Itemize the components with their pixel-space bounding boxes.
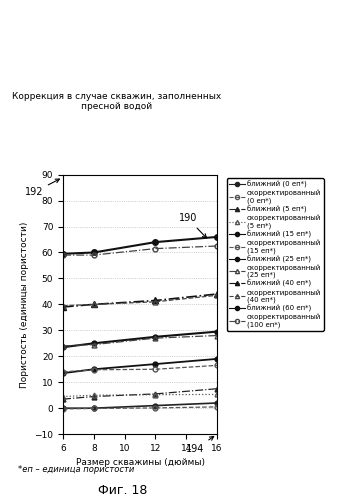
скорректированный
(15 еп*): [215, 362, 219, 368]
X-axis label: Размер скважины (дюймы): Размер скважины (дюймы): [76, 459, 204, 468]
скорректированный
(5 еп*): [92, 392, 96, 398]
ближний (15 еп*): [215, 356, 219, 362]
ближний (40 еп*): [92, 301, 96, 307]
Text: 194: 194: [186, 437, 214, 454]
скорректированный
(40 еп*): [153, 299, 158, 305]
Line: скорректированный
(100 еп*): скорректированный (100 еп*): [61, 244, 219, 257]
Line: скорректированный
(40 еп*): скорректированный (40 еп*): [61, 293, 219, 308]
ближний (25 еп*): [153, 334, 158, 340]
Y-axis label: Пористость (единицы пористости): Пористость (единицы пористости): [20, 221, 29, 388]
скорректированный
(0 еп*): [61, 406, 65, 412]
ближний (5 еп*): [92, 394, 96, 400]
скорректированный
(5 еп*): [61, 394, 65, 400]
скорректированный
(5 еп*): [215, 391, 219, 397]
скорректированный
(15 еп*): [92, 367, 96, 373]
ближний (0 еп*): [215, 400, 219, 406]
Legend: ближний (0 еп*), скорректированный
(0 еп*), ближний (5 еп*), скорректированный
(: ближний (0 еп*), скорректированный (0 еп…: [227, 178, 324, 331]
скорректированный
(25 еп*): [92, 342, 96, 348]
ближний (0 еп*): [153, 403, 158, 409]
ближний (0 еп*): [61, 405, 65, 411]
скорректированный
(100 еп*): [153, 246, 158, 251]
ближний (5 еп*): [61, 396, 65, 402]
Text: Коррекция в случае скважин, заполненных
пресной водой: Коррекция в случае скважин, заполненных …: [12, 92, 222, 111]
ближний (40 еп*): [215, 291, 219, 297]
ближний (25 еп*): [92, 340, 96, 346]
ближний (60 еп*): [92, 250, 96, 255]
скорректированный
(0 еп*): [92, 406, 96, 412]
скорректированный
(0 еп*): [215, 404, 219, 410]
Line: ближний (60 еп*): ближний (60 еп*): [60, 234, 220, 256]
скорректированный
(5 еп*): [153, 392, 158, 398]
скорректированный
(25 еп*): [153, 335, 158, 341]
скорректированный
(40 еп*): [61, 303, 65, 309]
Line: скорректированный
(25 еп*): скорректированный (25 еп*): [61, 333, 219, 348]
ближний (25 еп*): [215, 329, 219, 335]
Line: ближний (40 еп*): ближний (40 еп*): [60, 291, 220, 310]
Line: ближний (0 еп*): ближний (0 еп*): [61, 401, 219, 411]
скорректированный
(40 еп*): [215, 292, 219, 298]
ближний (15 еп*): [153, 361, 158, 367]
скорректированный
(40 еп*): [92, 301, 96, 307]
Text: 190: 190: [178, 214, 206, 238]
Line: ближний (15 еп*): ближний (15 еп*): [61, 356, 219, 376]
ближний (15 еп*): [61, 370, 65, 376]
скорректированный
(25 еп*): [215, 332, 219, 338]
ближний (40 еп*): [153, 297, 158, 303]
Text: *еп – единица пористости: *еп – единица пористости: [18, 465, 134, 474]
скорректированный
(100 еп*): [215, 243, 219, 249]
скорректированный
(0 еп*): [153, 405, 158, 411]
скорректированный
(15 еп*): [153, 366, 158, 372]
Text: 192: 192: [25, 179, 60, 198]
ближний (0 еп*): [92, 405, 96, 411]
ближний (5 еп*): [215, 386, 219, 392]
ближний (60 еп*): [61, 251, 65, 257]
ближний (25 еп*): [61, 344, 65, 350]
скорректированный
(100 еп*): [61, 252, 65, 258]
Line: ближний (5 еп*): ближний (5 еп*): [61, 386, 219, 402]
Line: скорректированный
(15 еп*): скорректированный (15 еп*): [61, 363, 219, 374]
Line: ближний (25 еп*): ближний (25 еп*): [61, 329, 219, 350]
ближний (60 еп*): [215, 234, 219, 240]
ближний (5 еп*): [153, 391, 158, 397]
Line: скорректированный
(0 еп*): скорректированный (0 еп*): [61, 405, 219, 411]
скорректированный
(15 еп*): [61, 369, 65, 375]
скорректированный
(100 еп*): [92, 252, 96, 258]
ближний (60 еп*): [153, 239, 158, 245]
ближний (15 еп*): [92, 366, 96, 372]
ближний (40 еп*): [61, 304, 65, 310]
Line: скорректированный
(5 еп*): скорректированный (5 еп*): [61, 392, 219, 399]
скорректированный
(25 еп*): [61, 343, 65, 349]
Text: Фиг. 18: Фиг. 18: [98, 484, 147, 497]
